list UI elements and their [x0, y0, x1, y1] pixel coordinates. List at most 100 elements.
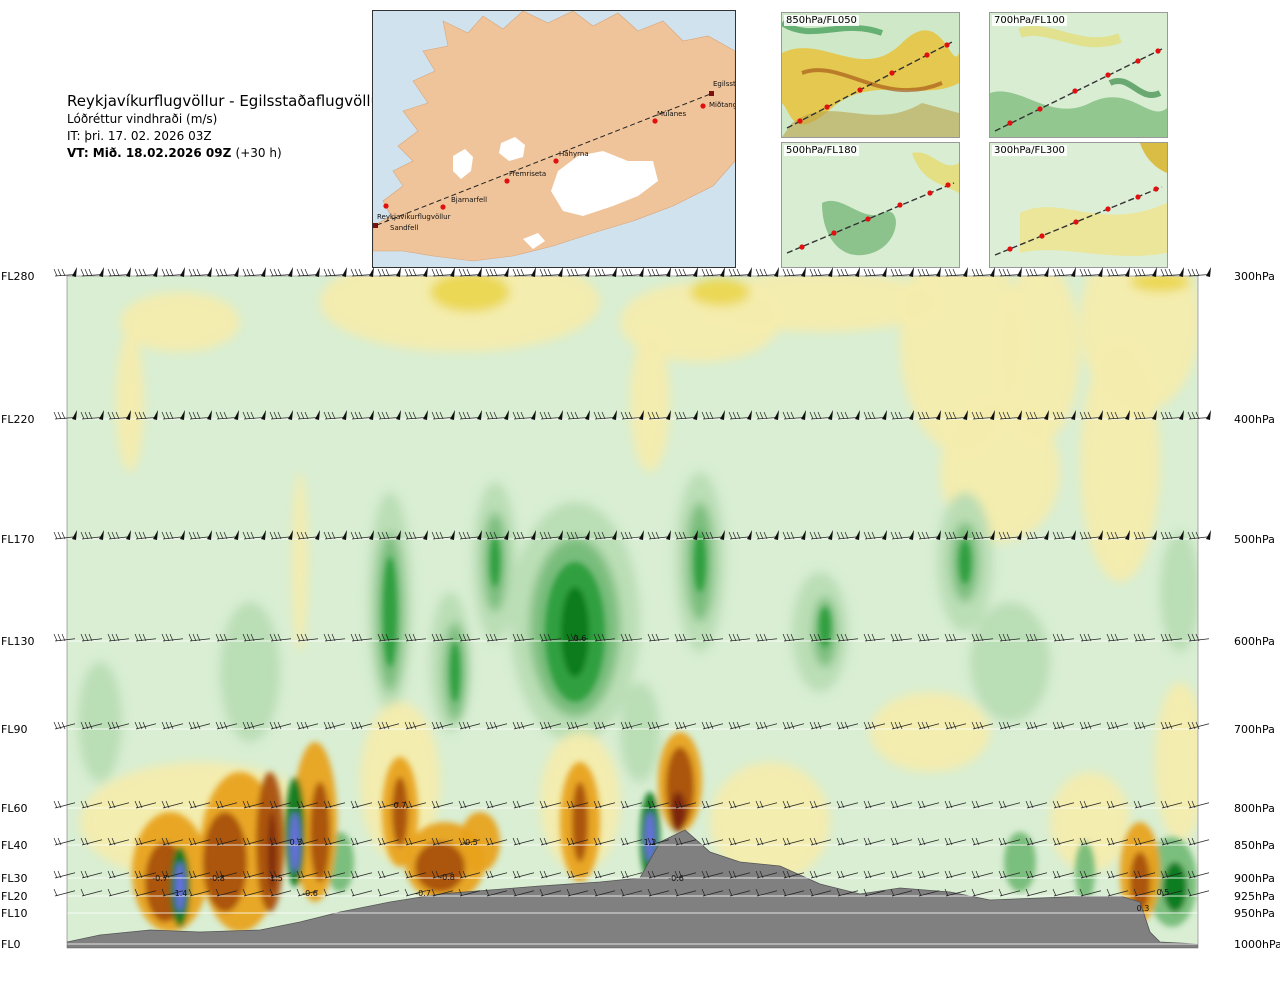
wind-barb	[917, 267, 941, 277]
wind-barb	[728, 837, 751, 846]
wind-barb	[1079, 530, 1103, 540]
y-right-label: 925hPa	[1234, 890, 1275, 903]
wind-barb	[80, 870, 103, 879]
wind-barb	[323, 888, 346, 897]
wind-barb	[971, 410, 995, 420]
wind-barb	[701, 267, 725, 277]
wind-barb	[539, 530, 563, 540]
wind-barb	[890, 530, 914, 540]
iceland-landmass	[373, 11, 735, 262]
wind-barb	[377, 267, 401, 277]
wind-barb	[242, 410, 266, 420]
wind-barb	[1052, 721, 1075, 730]
wind-barb	[296, 721, 319, 730]
wind-barb	[1133, 837, 1156, 846]
route-map-svg: Reykjavíkurflugvöllur Sandfell Bjarnarfe…	[373, 11, 735, 262]
wind-barb	[998, 888, 1021, 897]
wind-barb	[782, 870, 805, 879]
wind-barb	[863, 837, 886, 846]
wind-barb	[1133, 800, 1156, 809]
wind-barb	[1106, 870, 1129, 879]
wind-barb	[1052, 837, 1075, 846]
wind-barb	[890, 870, 913, 879]
wind-barb	[539, 800, 562, 809]
cross-section-chart: -0.7 1.4 -0.8 -1.5 0.3 -0.6 0.7 -0.7 -0.8 -0.5 1.2…	[1, 267, 1280, 951]
issue-time: IT: þri. 17. 02. 2026 03Z	[67, 129, 212, 143]
wind-barb	[269, 267, 293, 277]
wind-barb	[782, 888, 805, 897]
field-blob	[620, 682, 660, 782]
map-label-reykjavik: Reykjavíkurflugvöllur	[377, 213, 451, 221]
wind-barb	[593, 410, 617, 420]
wind-barb	[215, 888, 238, 897]
wind-barb	[215, 870, 238, 879]
field-core	[645, 812, 655, 862]
wind-barb	[1052, 800, 1075, 809]
y-left-label: FL0	[1, 938, 20, 951]
wind-barb	[836, 530, 860, 540]
wind-barb	[80, 633, 103, 642]
wind-barb	[512, 410, 536, 420]
wind-barb	[107, 633, 130, 642]
field-core	[310, 782, 330, 882]
wind-barb	[890, 837, 913, 846]
wind-barb	[107, 530, 131, 540]
wind-barb	[1079, 267, 1103, 277]
wind-barb	[701, 800, 724, 809]
wind-barb	[701, 530, 725, 540]
wind-barb	[593, 800, 616, 809]
wind-barb	[620, 721, 643, 730]
wind-barb	[863, 721, 886, 730]
wind-barb	[80, 837, 103, 846]
wind-barb	[350, 888, 373, 897]
wind-barb	[1187, 721, 1210, 730]
wind-barb	[674, 837, 697, 846]
wind-barb	[404, 633, 427, 642]
wind-barb	[269, 530, 293, 540]
wind-barb	[647, 837, 670, 846]
wind-barb	[836, 888, 859, 897]
wind-barb	[269, 721, 292, 730]
waypoint-marker	[652, 118, 658, 124]
wind-barb	[539, 410, 563, 420]
wind-barb	[485, 410, 509, 420]
wind-barb	[161, 800, 184, 809]
wind-barb	[512, 267, 536, 277]
wind-barb	[512, 870, 535, 879]
wind-barb	[431, 800, 454, 809]
wind-barb	[269, 837, 292, 846]
y-left-label: FL10	[1, 907, 27, 920]
wind-barb	[242, 267, 266, 277]
field-core	[572, 782, 588, 862]
wind-barb	[404, 800, 427, 809]
wind-barb	[512, 800, 535, 809]
wind-barb	[431, 870, 454, 879]
wind-barb	[53, 267, 77, 277]
wind-barb	[1052, 267, 1076, 277]
wind-barb	[836, 410, 860, 420]
wind-barb	[620, 530, 644, 540]
wind-barb	[890, 633, 913, 642]
wind-barb	[620, 633, 643, 642]
wind-barb	[323, 870, 346, 879]
wind-barb	[485, 800, 508, 809]
field-blob	[1080, 342, 1160, 582]
waypoint-marker	[383, 203, 389, 209]
field-core	[670, 792, 686, 832]
wind-barb	[80, 530, 104, 540]
wind-barb	[134, 888, 157, 897]
wind-barb	[80, 267, 104, 277]
wind-barb	[944, 870, 967, 879]
wind-barb	[1079, 888, 1102, 897]
wind-barb	[755, 800, 778, 809]
wind-barb	[566, 410, 590, 420]
wind-barb	[485, 530, 509, 540]
wind-barb	[701, 410, 725, 420]
field-core	[1130, 852, 1150, 912]
y-left-label: FL220	[1, 413, 34, 426]
wind-barb	[647, 870, 670, 879]
field-core	[1163, 862, 1187, 912]
wind-barb	[593, 837, 616, 846]
wind-barb	[350, 721, 373, 730]
field-core	[490, 537, 500, 587]
